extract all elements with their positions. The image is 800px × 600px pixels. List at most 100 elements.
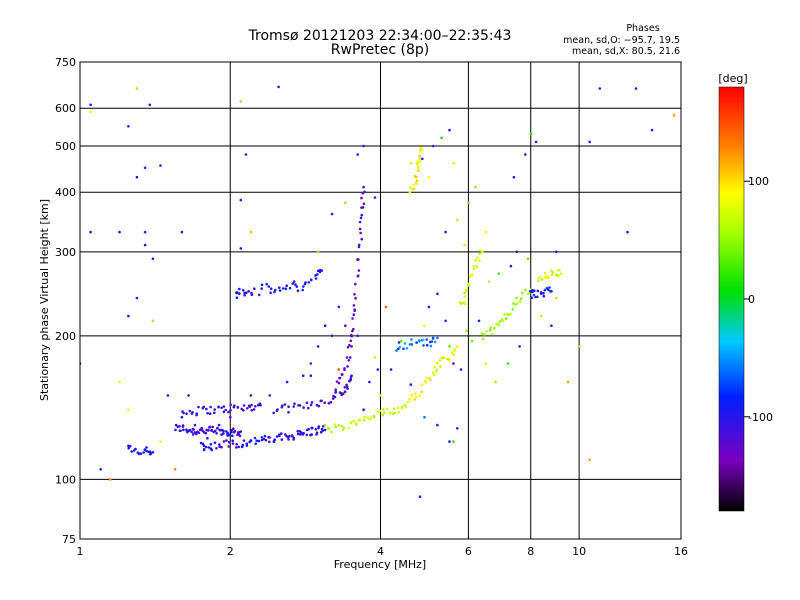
trace-point (267, 285, 271, 288)
trace-point (345, 356, 349, 359)
trace-point (354, 296, 357, 300)
trace-point (340, 424, 344, 428)
trace-point (190, 430, 193, 434)
trace-point (453, 347, 457, 351)
trace-point (298, 404, 302, 407)
trace-point (292, 436, 296, 440)
trace-point (542, 291, 545, 295)
trace-point (195, 431, 198, 434)
x-tick-label: 10 (572, 545, 586, 558)
trace-point (418, 160, 422, 164)
trace-point (349, 339, 353, 343)
trace-point (202, 447, 206, 451)
trace-point (254, 442, 257, 446)
trace-point (273, 288, 277, 292)
trace-point (463, 300, 467, 304)
scatter-point (626, 230, 629, 234)
trace-point (360, 213, 364, 217)
trace-point (418, 155, 422, 158)
trace-point (218, 443, 221, 446)
scatter-point (151, 319, 155, 323)
trace-point (253, 436, 257, 440)
y-tick-label: 750 (55, 56, 76, 69)
trace-point (474, 259, 478, 262)
trace-point (400, 407, 404, 410)
trace-point (233, 404, 236, 408)
trace-point (548, 286, 551, 289)
scatter-point (268, 394, 272, 397)
trace-point (369, 416, 373, 420)
trace-point (301, 288, 305, 292)
trace-point (329, 400, 333, 404)
trace-point (418, 340, 421, 343)
trace-point (382, 408, 385, 411)
trace-point (129, 444, 132, 448)
trace-point (305, 433, 309, 437)
scatter-point (524, 153, 527, 156)
trace-point (381, 413, 385, 417)
trace-point (352, 327, 355, 331)
trace-point (278, 434, 281, 438)
scatter-point (159, 440, 162, 443)
trace-point (485, 330, 488, 333)
trace-point (231, 434, 234, 438)
trace-point (149, 452, 152, 456)
trace-point (413, 398, 417, 401)
scatter-point (465, 329, 468, 333)
trace-point (272, 411, 276, 415)
trace-point (284, 287, 288, 291)
trace-point (531, 290, 534, 294)
scatter-point (431, 144, 435, 148)
trace-point (537, 279, 540, 283)
trace-point (220, 406, 223, 410)
trace-point (532, 293, 536, 297)
trace-point (347, 359, 351, 362)
scatter-point (309, 362, 313, 365)
trace-point (393, 411, 397, 415)
trace-point (472, 265, 476, 268)
trace-point (528, 292, 531, 295)
scatter-point (588, 140, 591, 144)
trace-point (365, 416, 369, 419)
trace-point (259, 404, 262, 407)
trace-point (269, 291, 272, 295)
scatter-point (470, 339, 474, 343)
trace-point (353, 309, 357, 313)
scatter-point (487, 280, 491, 283)
trace-point (493, 326, 496, 330)
trace-point (204, 445, 208, 449)
trace-point (302, 406, 305, 409)
trace-point (246, 407, 249, 410)
trace-point (551, 270, 554, 274)
trace-point (323, 401, 327, 405)
scatter-point (362, 408, 365, 412)
y-tick-label: 200 (55, 330, 76, 343)
trace-point (317, 404, 321, 408)
grid-lines (80, 62, 681, 539)
trace-point (505, 317, 508, 320)
trace-point (320, 269, 324, 272)
trace-point (229, 409, 232, 412)
trace-point (296, 429, 300, 433)
trace-point (191, 411, 194, 414)
trace-point (187, 429, 190, 433)
scatter-point (529, 132, 533, 136)
trace-point (408, 397, 412, 401)
trace-point (238, 287, 241, 291)
trace-point (306, 406, 310, 410)
trace-point (417, 167, 420, 171)
trace-point (425, 376, 429, 380)
trace-point (174, 428, 177, 432)
trace-point (348, 380, 351, 383)
trace-point (333, 395, 337, 399)
y-tick-label: 100 (55, 473, 76, 486)
trace-point (260, 287, 264, 290)
trace-point (436, 336, 439, 340)
trace-point (405, 347, 409, 350)
scatter-point (512, 175, 516, 179)
scatter-point (89, 110, 92, 113)
trace-point (207, 429, 210, 432)
trace-point (337, 424, 341, 427)
trace-point (488, 328, 492, 332)
trace-point (411, 188, 415, 191)
